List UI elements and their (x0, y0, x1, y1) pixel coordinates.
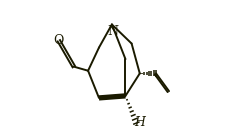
Text: N: N (107, 25, 118, 38)
Text: O: O (53, 34, 63, 47)
Text: H: H (134, 116, 145, 129)
